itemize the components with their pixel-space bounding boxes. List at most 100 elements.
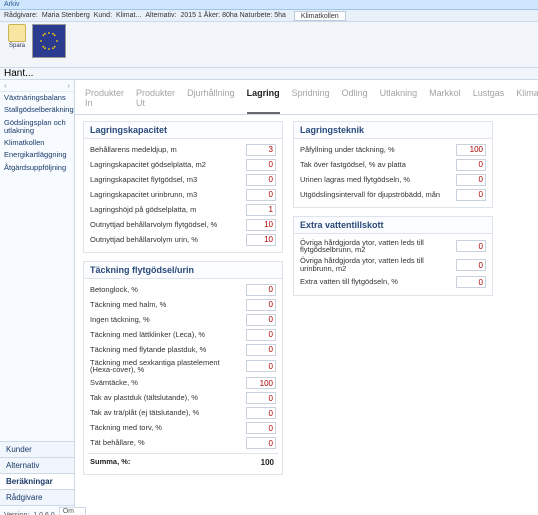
window-titlebar: Arkiv — [0, 0, 538, 10]
panel-lagringskapacitet: Lagringskapacitet Behållarens medeldjup,… — [83, 121, 283, 253]
kapacitet-input[interactable] — [246, 144, 276, 156]
tackning-input[interactable] — [246, 299, 276, 311]
tab-klimat[interactable]: Klimat — [516, 84, 538, 114]
sidebar-arrows: ‹ › — [0, 80, 74, 92]
version-bar: Version: 1.0.6.0 Om VERA — [0, 505, 74, 515]
breadcrumb-part-3: Alternativ: — [145, 12, 176, 19]
main-area: Produkter In Produkter Ut Djurhållning L… — [75, 80, 538, 515]
tackning-input[interactable] — [246, 284, 276, 296]
vatten-label: Övriga hårdgjorda ytor, vatten leds till… — [300, 257, 456, 273]
vatten-input[interactable] — [456, 276, 486, 288]
version-label: Version: — [4, 512, 29, 515]
tackning-input[interactable] — [246, 392, 276, 404]
tackning-input[interactable] — [246, 329, 276, 341]
tab-djurhallning[interactable]: Djurhållning — [187, 84, 235, 114]
kapacitet-input[interactable] — [246, 204, 276, 216]
tackning-label: Täckning med lättklinker (Leca), % — [90, 331, 246, 339]
breadcrumb-part-1: Kund: — [94, 12, 112, 19]
breadcrumb-part-2: Klimat... — [116, 12, 141, 19]
tackning-sum-row: Summa, %:100 — [88, 453, 278, 470]
tackning-label: Tak av trä/plåt (ej tätslutande), % — [90, 409, 246, 417]
tackning-row: Täckning med sexkantiga plastelement (He… — [88, 357, 278, 376]
tackning-row: Betonglock, % — [88, 282, 278, 297]
eu-flag-icon — [32, 24, 66, 58]
tackning-input[interactable] — [246, 360, 276, 372]
sidebar-tab-alternativ[interactable]: Alternativ — [0, 457, 74, 473]
tab-lagring[interactable]: Lagring — [247, 84, 280, 114]
teknik-input[interactable] — [456, 174, 486, 186]
vatten-input[interactable] — [456, 240, 486, 252]
sidebar-item-godslingsplan[interactable]: Gödslingsplan och utlakning — [0, 117, 74, 138]
tab-lustgas[interactable]: Lustgas — [473, 84, 505, 114]
tackning-input[interactable] — [246, 314, 276, 326]
teknik-input[interactable] — [456, 189, 486, 201]
tackning-row: Ingen täckning, % — [88, 312, 278, 327]
kapacitet-input[interactable] — [246, 234, 276, 246]
tackning-row: Täckning med torv, % — [88, 421, 278, 436]
tackning-input[interactable] — [246, 437, 276, 449]
vatten-row: Extra vatten till flytgödseln, % — [298, 275, 488, 290]
tackning-input[interactable] — [246, 377, 276, 389]
tackning-label: Tät behållare, % — [90, 439, 246, 447]
tab-produkter-ut[interactable]: Produkter Ut — [136, 84, 175, 114]
tackning-input[interactable] — [246, 422, 276, 434]
teknik-row: Tak över fastgödsel, % av platta — [298, 157, 488, 172]
breadcrumb: Rådgivare: Maria Stenberg Kund: Klimat..… — [0, 10, 538, 22]
kapacitet-row: Lagringskapacitet urinbrunn, m3 — [88, 187, 278, 202]
sidebar-tab-radgivare[interactable]: Rådgivare — [0, 489, 74, 505]
sidebar-tab-kunder[interactable]: Kunder — [0, 441, 74, 457]
breadcrumb-tab-chip[interactable]: Klimatkollen — [294, 11, 346, 21]
vatten-input[interactable] — [456, 259, 486, 271]
tackning-row: Täckning med flytande plastduk, % — [88, 342, 278, 357]
tackning-input[interactable] — [246, 344, 276, 356]
sidebar-arrow-right[interactable]: › — [67, 81, 70, 90]
tackning-row: Svämtäcke, % — [88, 376, 278, 391]
tab-utlakning[interactable]: Utlakning — [380, 84, 418, 114]
version-value: 1.0.6.0 — [33, 512, 54, 515]
save-button-label: Spara — [9, 43, 25, 49]
kapacitet-row: Outnyttjad behållarvolym flytgödsel, % — [88, 217, 278, 232]
sidebar-tab-berakningar[interactable]: Beräkningar — [0, 473, 74, 489]
teknik-label: Urinen lagras med flytgödseln, % — [300, 176, 456, 184]
tackning-input[interactable] — [246, 407, 276, 419]
breadcrumb-part-4: 2015 1 Åker: 80ha Naturbete: 5ha — [180, 12, 285, 19]
kapacitet-input[interactable] — [246, 219, 276, 231]
panel-lagringsteknik-title: Lagringsteknik — [294, 122, 492, 139]
sidebar-arrow-left[interactable]: ‹ — [4, 81, 7, 90]
sidebar-item-stallgodselberakning[interactable]: Stallgödselberäkning — [0, 104, 74, 116]
kapacitet-input[interactable] — [246, 189, 276, 201]
sidebar-item-atgardsuppfoljning[interactable]: Åtgärdsuppföljning — [0, 162, 74, 174]
teknik-input[interactable] — [456, 159, 486, 171]
tackning-label: Tak av plastduk (tältslutande), % — [90, 394, 246, 402]
tackning-sum-label: Summa, %: — [90, 458, 246, 466]
sidebar-item-energikartlaggning[interactable]: Energikartläggning — [0, 149, 74, 161]
tab-spridning[interactable]: Spridning — [292, 84, 330, 114]
vatten-row: Övriga hårdgjorda ytor, vatten leds till… — [298, 237, 488, 256]
teknik-label: Påfyllning under täckning, % — [300, 146, 456, 154]
tackning-label: Täckning med sexkantiga plastelement (He… — [90, 359, 246, 375]
kapacitet-row: Lagringskapacitet gödselplatta, m2 — [88, 157, 278, 172]
tab-produkter-in[interactable]: Produkter In — [85, 84, 124, 114]
tackning-row: Tak av plastduk (tältslutande), % — [88, 391, 278, 406]
tab-odling[interactable]: Odling — [342, 84, 368, 114]
panel-tackning: Täckning flytgödsel/urin Betonglock, %Tä… — [83, 261, 283, 475]
ribbon: Spara — [0, 22, 538, 68]
save-button[interactable]: Spara — [4, 24, 30, 49]
sidebar-item-klimatkollen[interactable]: Klimatkollen — [0, 137, 74, 149]
kapacitet-label: Outnyttjad behållarvolym urin, % — [90, 236, 246, 244]
teknik-input[interactable] — [456, 144, 486, 156]
menu-arkiv[interactable]: Arkiv — [4, 1, 20, 8]
tackning-row: Täckning med halm, % — [88, 297, 278, 312]
tackning-label: Ingen täckning, % — [90, 316, 246, 324]
sidebar-bottom-tabs: Kunder Alternativ Beräkningar Rådgivare — [0, 441, 74, 505]
panel-extra-vatten: Extra vattentillskott Övriga hårdgjorda … — [293, 216, 493, 296]
tackning-label: Täckning med torv, % — [90, 424, 246, 432]
teknik-label: Tak över fastgödsel, % av platta — [300, 161, 456, 169]
tackning-label: Svämtäcke, % — [90, 379, 246, 387]
panel-lagringsteknik: Lagringsteknik Påfyllning under täckning… — [293, 121, 493, 208]
kapacitet-input[interactable] — [246, 159, 276, 171]
tab-markkol[interactable]: Markkol — [429, 84, 461, 114]
kapacitet-input[interactable] — [246, 174, 276, 186]
teknik-row: Urinen lagras med flytgödseln, % — [298, 172, 488, 187]
sidebar-item-vaxtnaringsbalans[interactable]: Växtnäringsbalans — [0, 92, 74, 104]
